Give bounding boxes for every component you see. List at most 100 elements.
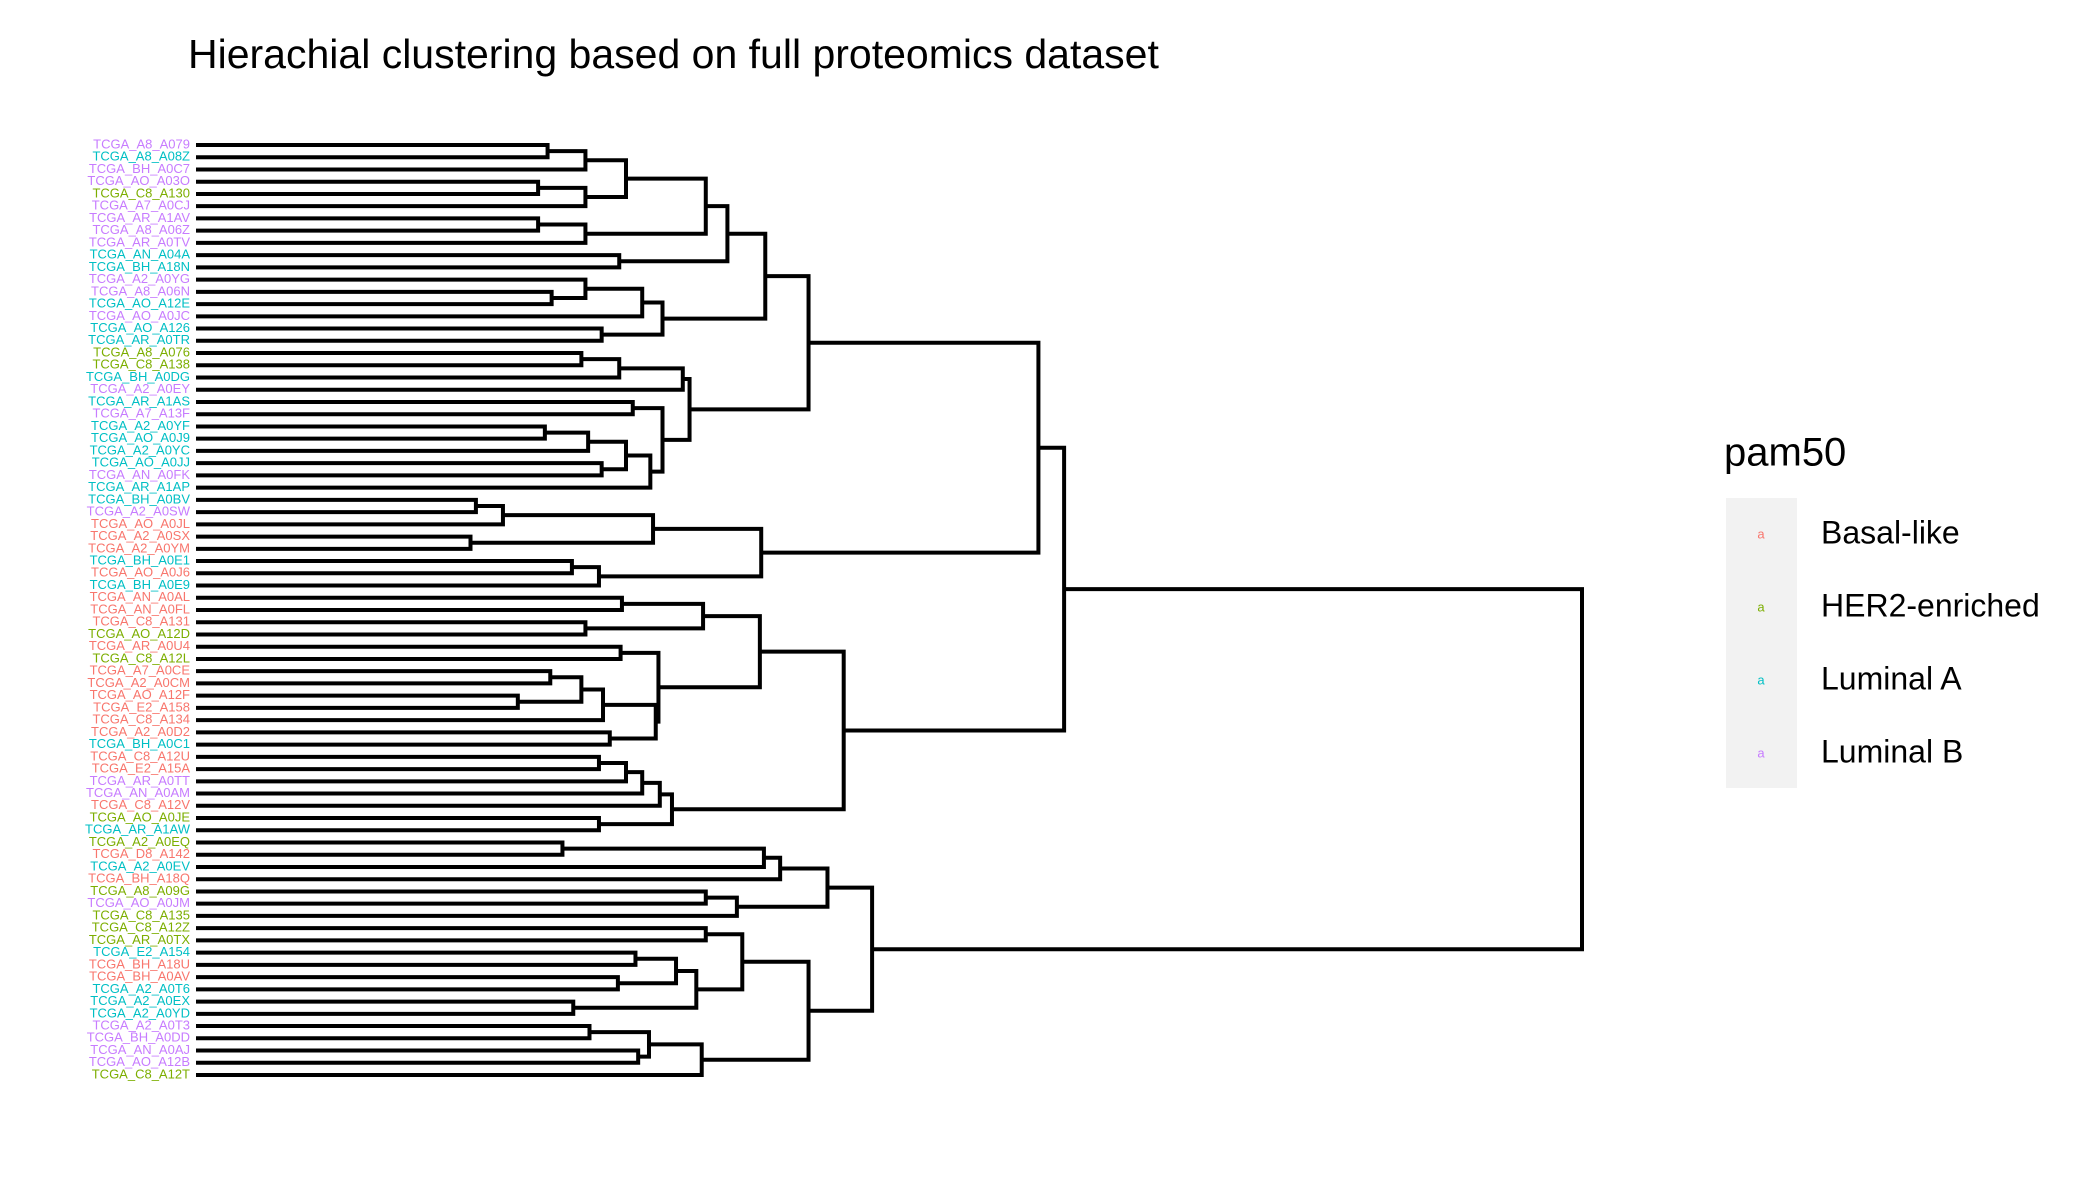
leaf-label: TCGA_BH_A0AV [89,969,190,984]
merge-link [196,669,553,686]
merge-link [196,185,588,209]
merge-link [196,289,554,307]
merge-link [196,286,645,319]
merge-link [196,770,645,796]
merge-link [470,513,656,545]
merge-link [598,526,764,579]
leaf-label: TCGA_A8_A079 [93,136,190,151]
leaf-label: TCGA_AR_A0TX [89,932,190,947]
dendrogram [196,143,1584,1077]
legend-title: pam50 [1724,431,1846,475]
merge-link [196,950,638,967]
merge-link [617,956,679,986]
leaf-label: TCGA_D8_A142 [92,846,190,861]
merge-link [662,231,768,321]
leaf-label: TCGA_AN_A0FK [89,467,190,482]
merge-link [196,846,766,869]
leaf-label: TCGA_A2_A0EQ [89,834,190,849]
leaf-label: TCGA_A2_A0EX [90,993,190,1008]
merge-link [603,702,658,741]
legend-key: a [1757,526,1765,541]
leaf-label: TCGA_AO_A0JL [91,516,190,531]
merge-link [662,377,692,442]
merge-link [196,424,547,441]
leaf-label: TCGA_A2_A0SX [90,528,190,543]
merge-link [196,430,591,453]
legend-label: HER2-enriched [1821,587,2040,623]
leaf-label: TCGA_A8_A06N [91,283,190,298]
merge-link [196,357,622,380]
leaf-label: TCGA_AO_A0J6 [91,565,190,580]
leaf-label: TCGA_AR_A1AS [88,393,190,408]
leaf-label: TCGA_A2_A0EY [90,381,190,396]
merge-link [196,620,588,637]
merge-link [196,453,653,490]
leaf-label: TCGA_AO_A03O [87,173,190,188]
leaf-label: TCGA_A2_A0T6 [92,981,190,996]
leaf-label: TCGA_A2_A0YM [88,540,190,555]
leaf-label: TCGA_AO_A126 [90,320,190,335]
merge-link [196,179,541,196]
leaf-label: TCGA_A7_A13F [92,406,190,421]
leaf-label: TCGA_BH_A0DD [87,1030,190,1045]
merge-link [196,461,604,478]
leaf-label: TCGA_AO_A0JM [87,895,190,910]
merge-link [196,816,601,833]
leaf-label: TCGA_AR_A0TT [90,773,190,788]
leaf-label: TCGA_BH_A18N [89,259,190,274]
merge-link [843,445,1067,733]
legend-label: Basal-like [1821,514,1960,550]
merge-link [196,754,601,772]
leaf-label: TCGA_C8_A12U [90,748,190,763]
leaf-label: TCGA_A2_A0YF [91,418,190,433]
leaf-label: TCGA_A7_A0CE [90,663,191,678]
merge-link [196,149,588,172]
leaf-label: TCGA_AR_A0TV [89,234,190,249]
merge-link [196,644,623,661]
merge-link [196,889,708,906]
leaf-label: TCGA_C8_A12Z [92,920,190,935]
merge-link [588,439,628,472]
leaf-label: TCGA_A8_A08Z [92,149,190,164]
leaf-label: TCGA_BH_A0C7 [89,161,190,176]
merge-link [196,503,505,527]
merge-link [196,975,620,992]
merge-link [589,1030,651,1059]
legend-label: Luminal B [1821,733,1963,769]
merge-link [196,143,550,160]
merge-link [658,614,762,690]
leaf-label: TCGA_C8_A12T [92,1066,190,1081]
merge-link [196,926,708,943]
merge-link [196,277,588,300]
merge-link [689,274,811,412]
merge-link [196,855,783,882]
merge-link [196,999,576,1016]
leaf-label: TCGA_C8_A134 [92,712,190,727]
merge-link [196,216,541,233]
leaf-label: TCGA_C8_A130 [92,185,190,200]
leaf-label: TCGA_A2_A0YG [89,271,190,286]
legend-key: a [1757,745,1765,760]
merge-link [196,565,601,588]
leaf-label: TCGA_AR_A1AW [85,822,191,837]
leaf-labels: TCGA_A8_A079TCGA_A8_A08ZTCGA_BH_A0C7TCGA… [85,136,191,1081]
merge-link [196,730,612,747]
merge-link [696,932,745,992]
legend-key: a [1757,599,1765,614]
merge-link [196,595,624,612]
merge-link [196,399,635,417]
merge-link [736,866,830,909]
merge-link [196,222,588,245]
merge-link [196,497,478,515]
leaf-label: TCGA_C8_A131 [92,614,190,629]
leaf-label: TCGA_AO_A0JJ [92,455,190,470]
leaf-label: TCGA_E2_A158 [93,699,190,714]
leaf-label: TCGA_BH_A0C1 [89,736,190,751]
merge-link [196,351,584,368]
leaf-label: TCGA_A8_A09G [90,883,190,898]
leaf-label: TCGA_AO_A12D [88,626,190,641]
leaf-label: TCGA_BH_A18U [89,956,190,971]
leaf-label: TCGA_AO_A0JE [90,809,191,824]
leaf-label: TCGA_A8_A076 [93,344,190,359]
